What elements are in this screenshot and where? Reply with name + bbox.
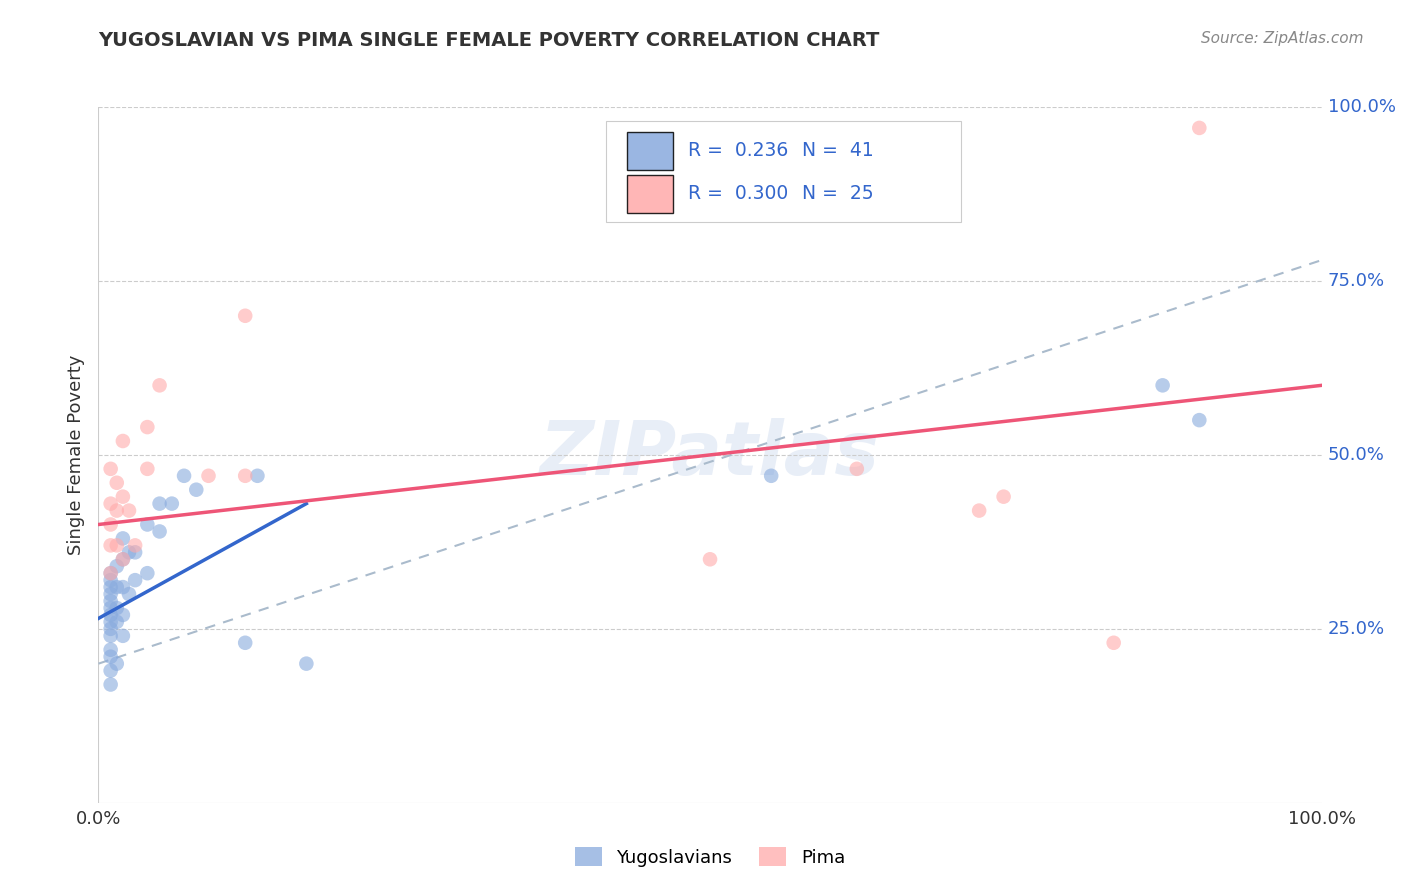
Point: [118, 545, 141, 559]
Point: [1188, 120, 1211, 135]
Point: [100, 649, 122, 664]
Point: [100, 587, 122, 601]
Point: [100, 594, 122, 608]
Point: [100, 677, 122, 691]
Point: [111, 552, 134, 566]
Point: [295, 657, 318, 671]
Point: [105, 475, 128, 490]
Point: [105, 580, 128, 594]
Point: [1152, 378, 1174, 392]
Point: [105, 559, 128, 574]
Point: [100, 573, 122, 587]
Point: [100, 664, 122, 678]
Point: [233, 309, 256, 323]
Point: [124, 545, 146, 559]
FancyBboxPatch shape: [627, 175, 673, 213]
Point: [100, 601, 122, 615]
Point: [111, 490, 134, 504]
Point: [993, 490, 1015, 504]
Point: [100, 642, 122, 657]
Point: [100, 622, 122, 636]
Point: [105, 538, 128, 552]
Point: [197, 468, 219, 483]
Point: [124, 538, 146, 552]
Point: [111, 532, 134, 546]
Point: [100, 580, 122, 594]
Point: [111, 552, 134, 566]
Point: [100, 517, 122, 532]
Point: [149, 378, 172, 392]
Text: YUGOSLAVIAN VS PIMA SINGLE FEMALE POVERTY CORRELATION CHART: YUGOSLAVIAN VS PIMA SINGLE FEMALE POVERT…: [98, 31, 880, 50]
Point: [105, 601, 128, 615]
Point: [233, 636, 256, 650]
Text: 75.0%: 75.0%: [1327, 272, 1385, 290]
Point: [100, 497, 122, 511]
Y-axis label: Single Female Poverty: Single Female Poverty: [67, 355, 86, 555]
Point: [100, 462, 122, 476]
Point: [136, 566, 159, 581]
Point: [246, 468, 269, 483]
Point: [124, 573, 146, 587]
Point: [111, 434, 134, 448]
Point: [233, 468, 256, 483]
Point: [118, 503, 141, 517]
Point: [136, 420, 159, 434]
Point: [111, 629, 134, 643]
Point: [967, 503, 990, 517]
Text: ZIPatlas: ZIPatlas: [540, 418, 880, 491]
Point: [173, 468, 195, 483]
Point: [111, 580, 134, 594]
Text: N =  25: N = 25: [801, 185, 873, 203]
Point: [100, 566, 122, 581]
Text: R =  0.236: R = 0.236: [688, 141, 789, 161]
FancyBboxPatch shape: [606, 121, 960, 222]
Point: [699, 552, 721, 566]
Text: 25.0%: 25.0%: [1327, 620, 1385, 638]
Point: [136, 462, 159, 476]
Point: [100, 615, 122, 629]
Point: [1188, 413, 1211, 427]
Text: N =  41: N = 41: [801, 141, 873, 161]
Point: [100, 566, 122, 581]
Point: [105, 503, 128, 517]
Point: [1102, 636, 1125, 650]
Point: [149, 497, 172, 511]
FancyBboxPatch shape: [627, 132, 673, 169]
Legend: Yugoslavians, Pima: Yugoslavians, Pima: [568, 840, 852, 874]
Point: [100, 629, 122, 643]
Point: [136, 517, 159, 532]
Point: [100, 607, 122, 622]
Point: [105, 615, 128, 629]
Text: Source: ZipAtlas.com: Source: ZipAtlas.com: [1201, 31, 1364, 46]
Point: [845, 462, 868, 476]
Text: 100.0%: 100.0%: [1327, 98, 1396, 116]
Point: [105, 657, 128, 671]
Point: [149, 524, 172, 539]
Text: R =  0.300: R = 0.300: [688, 185, 789, 203]
Point: [186, 483, 208, 497]
Text: 50.0%: 50.0%: [1327, 446, 1385, 464]
Point: [761, 468, 783, 483]
Point: [160, 497, 183, 511]
Point: [100, 538, 122, 552]
Point: [118, 587, 141, 601]
Point: [111, 607, 134, 622]
